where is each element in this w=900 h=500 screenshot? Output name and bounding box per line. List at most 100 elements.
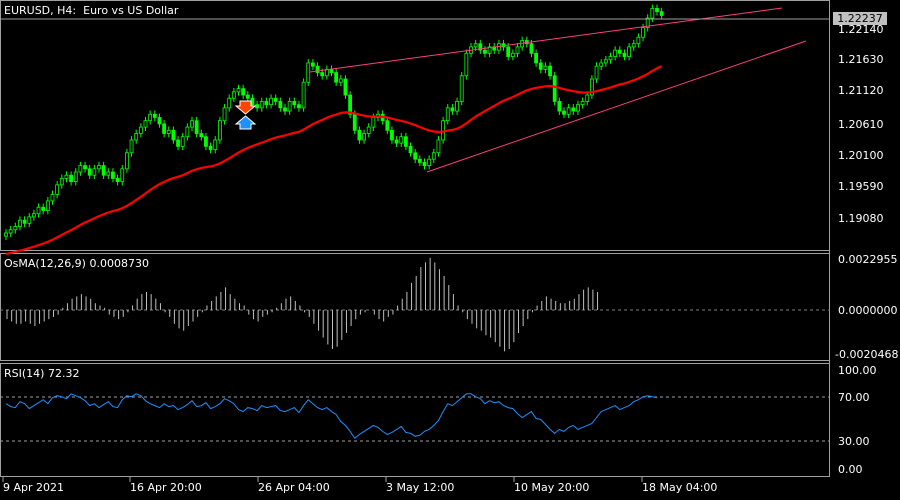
candle-body	[445, 107, 450, 122]
candle-body	[603, 59, 608, 64]
moving-average-line	[5, 65, 663, 255]
candle-body	[594, 65, 599, 80]
candle-body	[436, 139, 441, 154]
time-label: 10 May 20:00	[514, 481, 590, 494]
candle-body	[427, 158, 432, 166]
candle-body	[529, 43, 534, 54]
candle-body	[83, 165, 87, 170]
rsi-title: RSI(14) 72.32	[4, 367, 80, 380]
candle-body	[315, 65, 320, 73]
candle-body	[483, 49, 487, 54]
rsi-tick: 0.00	[838, 463, 863, 476]
candle-body	[166, 129, 171, 134]
candle-body	[78, 165, 83, 173]
candle-body	[199, 133, 204, 138]
candle-body	[185, 126, 190, 138]
candle-body	[45, 200, 50, 211]
candle-body	[306, 62, 311, 83]
chart-symbol-title: EURUSD, H4: Euro vs US Dollar	[4, 4, 178, 17]
candle-body	[655, 8, 659, 13]
candle-body	[417, 158, 422, 163]
candle-body	[264, 101, 269, 106]
candle-body	[334, 72, 339, 83]
candle-body	[18, 219, 22, 227]
candle-body	[292, 101, 297, 106]
candle-body	[543, 65, 548, 70]
candle-body	[641, 27, 645, 38]
candle-body	[459, 75, 464, 102]
time-label: 18 May 04:00	[642, 481, 718, 494]
candle-body	[111, 171, 115, 179]
osma-tick: 0.0022955	[838, 253, 898, 266]
candle-body	[622, 52, 627, 57]
sell-arrow-icon	[234, 100, 257, 115]
candle-body	[73, 171, 78, 183]
candle-body	[478, 43, 483, 51]
candle-body	[101, 165, 106, 176]
candle-body	[152, 113, 157, 118]
price-tick: 1.20610	[838, 118, 884, 131]
candle-body	[348, 94, 353, 115]
time-label: 9 Apr 2021	[3, 481, 65, 494]
candle-body	[413, 152, 418, 160]
candle-body	[180, 136, 185, 147]
candle-body	[585, 94, 590, 102]
candle-body	[259, 101, 264, 109]
candle-body	[329, 68, 334, 73]
candle-body	[566, 107, 571, 115]
price-tick: 1.21630	[838, 53, 884, 66]
candle-body	[297, 104, 301, 109]
candle-body	[645, 17, 650, 29]
candle-body	[194, 120, 199, 134]
candle-body	[241, 88, 246, 96]
candle-body	[217, 120, 222, 141]
candle-body	[129, 139, 134, 154]
candle-body	[399, 136, 404, 144]
candle-body	[464, 52, 469, 77]
candle-body	[362, 133, 366, 141]
candle-body	[473, 43, 478, 48]
candle-body	[552, 75, 557, 102]
time-label: 16 Apr 20:00	[130, 481, 202, 494]
candle-body	[283, 107, 287, 112]
time-label: 26 Apr 04:00	[258, 481, 330, 494]
candle-body	[115, 178, 120, 183]
candle-body	[22, 219, 27, 224]
candle-body	[162, 123, 167, 134]
candle-body	[59, 178, 64, 186]
candlestick-series	[4, 4, 664, 241]
candle-body	[190, 120, 194, 128]
price-tick: 1.21120	[838, 84, 884, 97]
candle-body	[236, 88, 241, 93]
candle-body	[204, 136, 208, 147]
candle-body	[278, 101, 283, 109]
candle-body	[120, 168, 125, 183]
candle-body	[171, 129, 176, 141]
candle-body	[506, 46, 511, 57]
candle-body	[176, 139, 180, 147]
candle-body	[352, 113, 357, 131]
candle-body	[245, 94, 250, 99]
candle-body	[157, 117, 162, 125]
rsi-tick: 100.00	[838, 364, 877, 377]
candle-body	[408, 145, 413, 154]
candle-body	[385, 120, 390, 131]
candle-body	[301, 81, 306, 109]
candle-body	[659, 11, 664, 16]
candle-body	[208, 145, 213, 150]
osma-tick: -0.0020468	[835, 348, 899, 361]
candle-body	[590, 78, 594, 96]
candle-body	[538, 62, 543, 70]
current-price-tag: 1.22237	[833, 12, 887, 25]
candle-body	[69, 174, 73, 183]
candle-body	[92, 168, 97, 176]
candle-body	[269, 97, 273, 106]
candle-body	[627, 46, 631, 57]
price-axis[interactable]	[829, 0, 900, 477]
candle-body	[455, 101, 459, 112]
osma-title: OsMA(12,26,9) 0.0008730	[4, 257, 149, 270]
candle-body	[287, 101, 292, 112]
rsi-tick: 70.00	[838, 391, 870, 404]
osma-tick: 0.0000000	[838, 304, 898, 317]
